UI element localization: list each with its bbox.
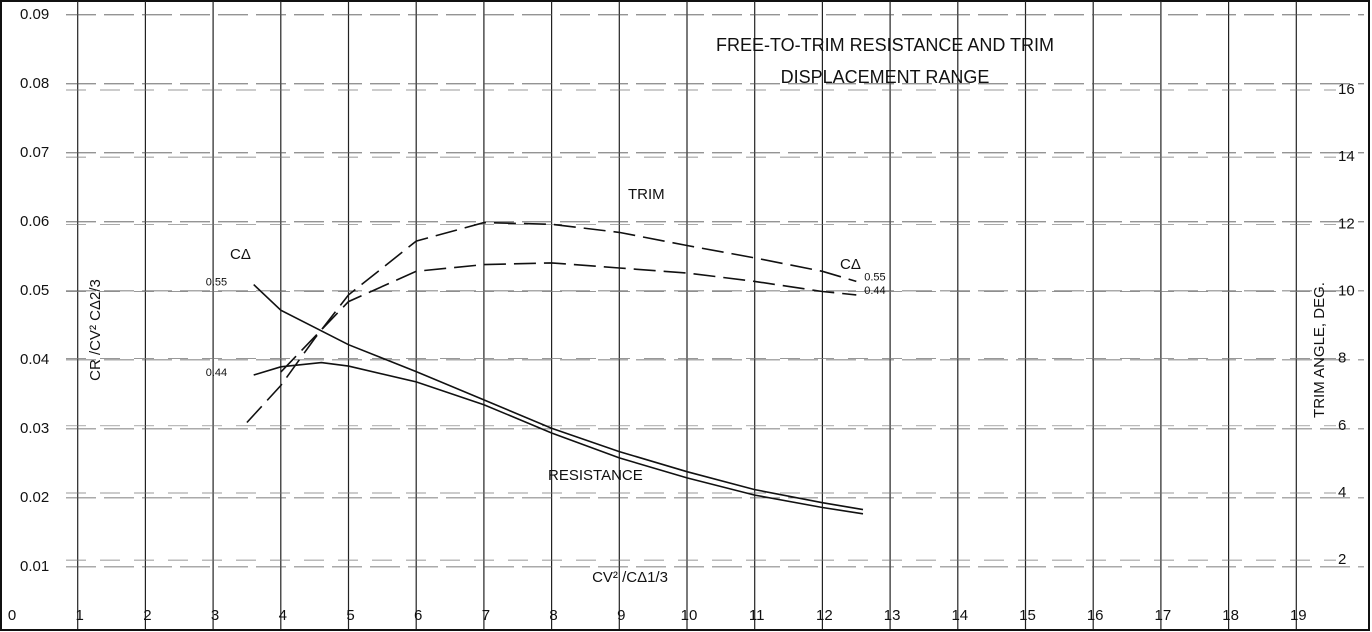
x-tick-label: 3 — [211, 607, 219, 624]
x-axis-label: CV² /CΔ1/3 — [592, 569, 668, 586]
y-tick-label: 0.04 — [20, 351, 49, 368]
x-tick-label: 5 — [346, 607, 354, 624]
annotation: CΔ — [230, 246, 251, 263]
series-line — [253, 361, 864, 515]
y2-tick-label: 16 — [1338, 81, 1355, 98]
y-tick-label: 0.05 — [20, 282, 49, 299]
y2-tick-label: 2 — [1338, 551, 1346, 568]
x-tick-label: 17 — [1155, 607, 1172, 624]
y2-tick-label: 10 — [1338, 282, 1355, 299]
y2-axis-label: TRIM ANGLE, DEG. — [1311, 282, 1328, 418]
x-tick-label: 2 — [143, 607, 151, 624]
x-tick-label: 16 — [1087, 607, 1104, 624]
series-line — [280, 262, 857, 373]
x-tick-label: 15 — [1019, 607, 1036, 624]
x-tick-label: 8 — [549, 607, 557, 624]
x-tick-label: 6 — [414, 607, 422, 624]
series-label: 0.44 — [206, 367, 227, 379]
x-tick-label: 18 — [1222, 607, 1239, 624]
series-line — [246, 221, 857, 424]
x-tick-label: 12 — [816, 607, 833, 624]
annotation: RESISTANCE — [548, 467, 643, 484]
y2-tick-label: 12 — [1338, 215, 1355, 232]
x-tick-label: 11 — [749, 607, 765, 624]
y-tick-label: 0.08 — [20, 75, 49, 92]
chart-title: FREE-TO-TRIM RESISTANCE AND TRIM — [716, 35, 1054, 55]
x-tick-label: 9 — [617, 607, 625, 624]
x-tick-label: 4 — [279, 607, 287, 624]
y2-tick-label: 4 — [1338, 484, 1346, 501]
x-tick-label: 1 — [76, 607, 84, 624]
y-tick-label: 0.03 — [20, 420, 49, 437]
y2-tick-label: 14 — [1338, 148, 1355, 165]
y-tick-label: 0.07 — [20, 144, 49, 161]
series-line — [253, 284, 864, 511]
y-tick-label: 0.01 — [20, 558, 49, 575]
x-tick-label: 0 — [8, 607, 16, 624]
y2-tick-label: 6 — [1338, 417, 1346, 434]
series-label: 0.55 — [864, 271, 885, 283]
annotation: CΔ — [840, 256, 861, 273]
series-label: 0.55 — [206, 277, 227, 289]
x-tick-label: 13 — [884, 607, 901, 624]
x-tick-label: 7 — [482, 607, 490, 624]
chart-title: DISPLACEMENT RANGE — [781, 67, 990, 87]
series-label: 0.44 — [864, 285, 885, 297]
x-tick-label: 10 — [681, 607, 698, 624]
y2-tick-label: 8 — [1338, 350, 1346, 367]
y-tick-label: 0.02 — [20, 489, 49, 506]
y-tick-label: 0.09 — [20, 6, 49, 23]
y-tick-label: 0.06 — [20, 213, 49, 230]
y-axis-label: CR /CV² CΔ2/3 — [87, 279, 104, 381]
x-tick-label: 14 — [951, 607, 968, 624]
annotation: TRIM — [628, 186, 665, 203]
x-tick-label: 19 — [1290, 607, 1307, 624]
